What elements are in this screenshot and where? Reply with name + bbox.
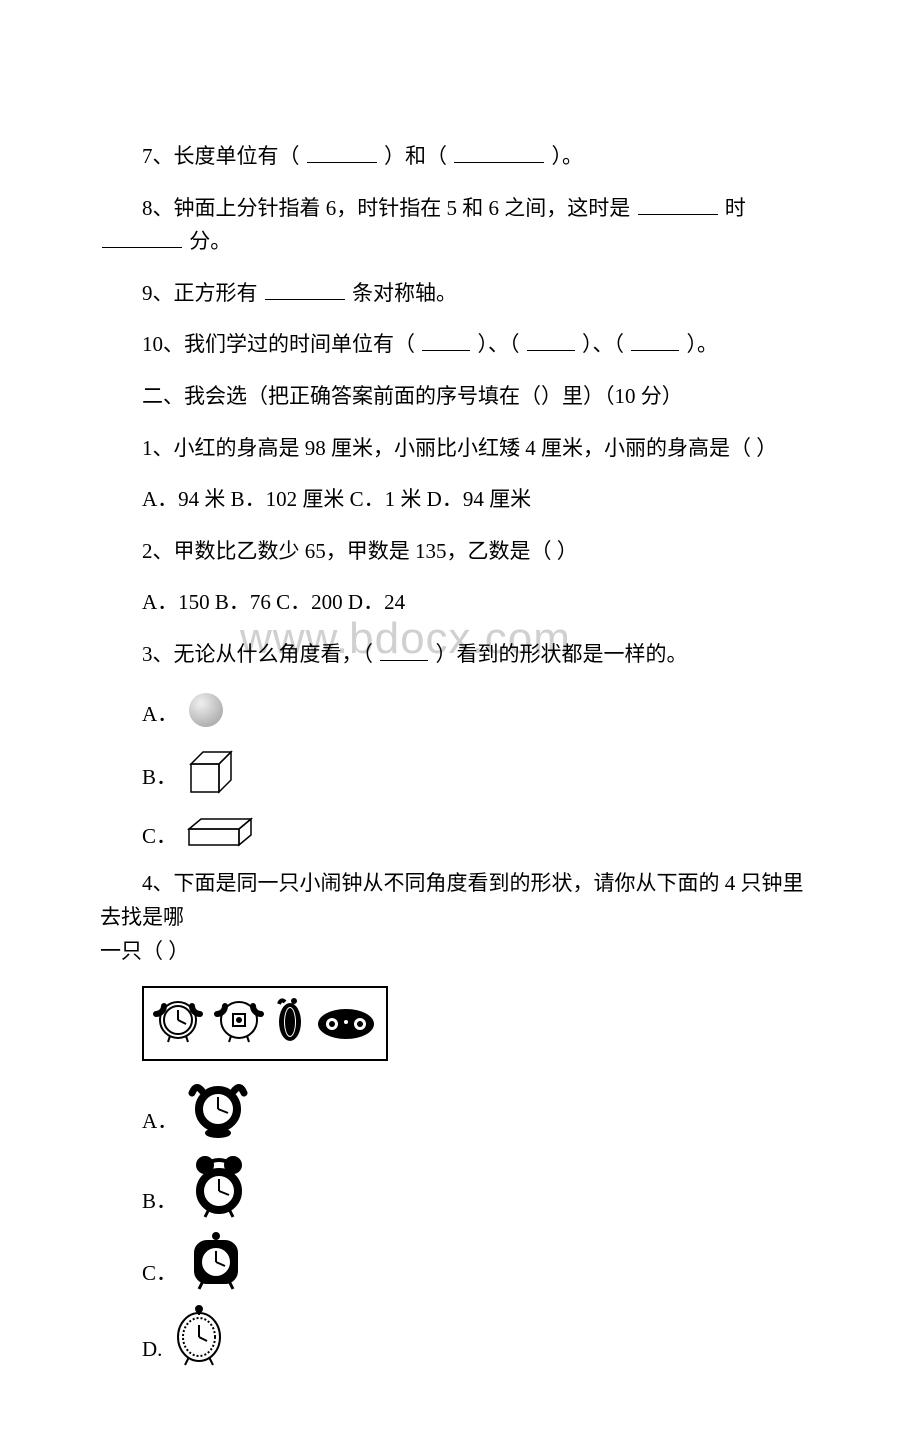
cube-icon: [185, 748, 239, 807]
document-content: 7、长度单位有（ ）和（ ）。 8、钟面上分针指着 6，时针指在 5 和 6 之…: [100, 140, 820, 1367]
q10-suffix: ）。: [687, 332, 719, 356]
s2-question-4-line2: 一只（ ）: [100, 935, 820, 969]
section-2-title: 二、我会选（把正确答案前面的序号填在（）里）（10 分）: [100, 380, 820, 414]
s2q4-option-c: C．: [100, 1231, 820, 1291]
q9-prefix: 9、正方形有: [142, 281, 258, 305]
s2q3-blank: [380, 639, 428, 661]
q10-blank-1: [422, 329, 470, 351]
q7-blank-1: [307, 141, 377, 163]
s2q4-option-a-label: A．: [142, 1105, 178, 1139]
s2q3-suffix: ）看到的形状都是一样的。: [436, 642, 688, 666]
clock-views-box: [142, 986, 388, 1061]
s2q3-option-c-label: C．: [142, 820, 177, 854]
cuboid-icon: [185, 815, 257, 860]
q9-suffix: 条对称轴。: [352, 281, 457, 305]
question-8: 8、钟面上分针指着 6，时针指在 5 和 6 之间，这时是 时 分。: [100, 192, 820, 259]
s2q3-option-b-label: B．: [142, 761, 177, 795]
q10-mid1: ）、（: [478, 332, 520, 356]
s2-question-3: 3、无论从什么角度看，（ ）看到的形状都是一样的。: [100, 638, 820, 672]
question-7: 7、长度单位有（ ）和（ ）。: [100, 140, 820, 174]
q9-blank: [265, 278, 345, 300]
q7-blank-2: [454, 141, 544, 163]
clock-top-view-icon: [314, 1000, 378, 1044]
s2q3-option-b: B．: [100, 748, 820, 807]
q10-mid2: ）、（: [582, 332, 624, 356]
s2-question-2-options: A．150 B．76 C．200 D．24: [100, 586, 820, 620]
s2q4-option-a: A．: [100, 1075, 820, 1139]
clock-option-c-icon: [187, 1231, 245, 1291]
clock-option-d-icon: [172, 1303, 226, 1367]
q10-prefix: 10、我们学过的时间单位有（: [142, 332, 415, 356]
q8-mid: 时: [725, 196, 746, 220]
s2-question-2: 2、甲数比乙数少 65，甲数是 135，乙数是（ ）: [100, 535, 820, 569]
q8-blank-1: [638, 193, 718, 215]
q10-blank-3: [631, 329, 679, 351]
clock-back-view-icon: [213, 992, 265, 1044]
question-10: 10、我们学过的时间单位有（ ）、（ ）、（ ）。: [100, 328, 820, 362]
s2q3-option-c: C．: [100, 815, 820, 860]
s2q3-option-a: A．: [100, 690, 820, 741]
q7-prefix: 7、长度单位有（: [142, 144, 300, 168]
s2q4-option-c-label: C．: [142, 1257, 177, 1291]
s2q4-option-d-label: D.: [142, 1333, 162, 1367]
s2q3-option-a-label: A．: [142, 698, 178, 732]
clock-front-view-icon: [152, 992, 204, 1044]
s2-question-1-options: A．94 米 B．102 厘米 C．1 米 D．94 厘米: [100, 483, 820, 517]
clock-option-b-icon: [187, 1151, 251, 1219]
s2q4-option-d: D.: [100, 1303, 820, 1367]
q10-blank-2: [527, 329, 575, 351]
sphere-icon: [186, 690, 226, 741]
s2q4-option-b: B．: [100, 1151, 820, 1219]
q8-blank-2: [102, 226, 182, 248]
clock-option-a-icon: [188, 1075, 248, 1139]
q8-suffix: 分。: [189, 229, 231, 253]
question-9: 9、正方形有 条对称轴。: [100, 277, 820, 311]
q8-prefix: 8、钟面上分针指着 6，时针指在 5 和 6 之间，这时是: [142, 196, 630, 220]
s2q4-option-b-label: B．: [142, 1185, 177, 1219]
s2-question-1: 1、小红的身高是 98 厘米，小丽比小红矮 4 厘米，小丽的身高是（ ）: [100, 432, 820, 466]
q7-mid: ）和（: [384, 144, 447, 168]
q7-suffix: ）。: [552, 144, 584, 168]
clock-side-view-icon: [275, 992, 305, 1044]
s2-question-4-line1: 4、下面是同一只小闹钟从不同角度看到的形状，请你从下面的 4 只钟里去找是哪: [100, 867, 820, 934]
s2q3-prefix: 3、无论从什么角度看，（: [142, 642, 373, 666]
